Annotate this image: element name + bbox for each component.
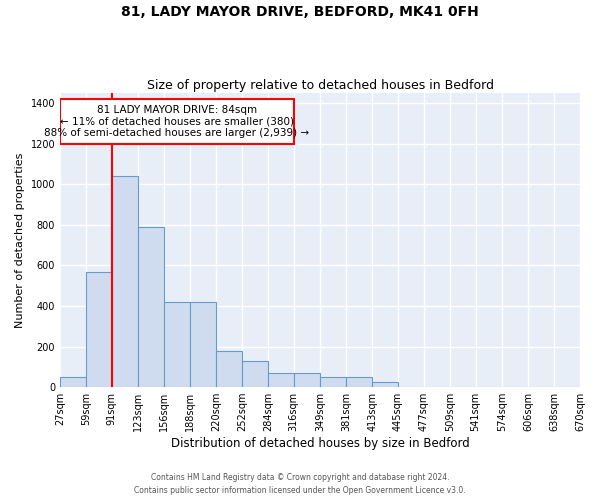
Y-axis label: Number of detached properties: Number of detached properties <box>15 152 25 328</box>
Bar <box>216 350 242 387</box>
Bar <box>190 302 216 387</box>
Bar <box>320 377 346 387</box>
Bar <box>137 227 164 387</box>
Bar <box>86 272 112 387</box>
Bar <box>60 377 86 387</box>
FancyBboxPatch shape <box>60 99 294 144</box>
X-axis label: Distribution of detached houses by size in Bedford: Distribution of detached houses by size … <box>170 437 469 450</box>
Text: Contains HM Land Registry data © Crown copyright and database right 2024.
Contai: Contains HM Land Registry data © Crown c… <box>134 473 466 495</box>
Text: 81, LADY MAYOR DRIVE, BEDFORD, MK41 0FH: 81, LADY MAYOR DRIVE, BEDFORD, MK41 0FH <box>121 5 479 19</box>
Text: ← 11% of detached houses are smaller (380): ← 11% of detached houses are smaller (38… <box>60 116 294 126</box>
Bar <box>164 302 190 387</box>
Bar <box>268 373 294 387</box>
Title: Size of property relative to detached houses in Bedford: Size of property relative to detached ho… <box>146 79 494 92</box>
Text: 81 LADY MAYOR DRIVE: 84sqm: 81 LADY MAYOR DRIVE: 84sqm <box>97 106 257 116</box>
Bar <box>294 373 320 387</box>
Bar <box>346 377 372 387</box>
Bar <box>112 176 137 387</box>
Bar <box>242 360 268 387</box>
Text: 88% of semi-detached houses are larger (2,939) →: 88% of semi-detached houses are larger (… <box>44 128 310 138</box>
Bar <box>372 382 398 387</box>
